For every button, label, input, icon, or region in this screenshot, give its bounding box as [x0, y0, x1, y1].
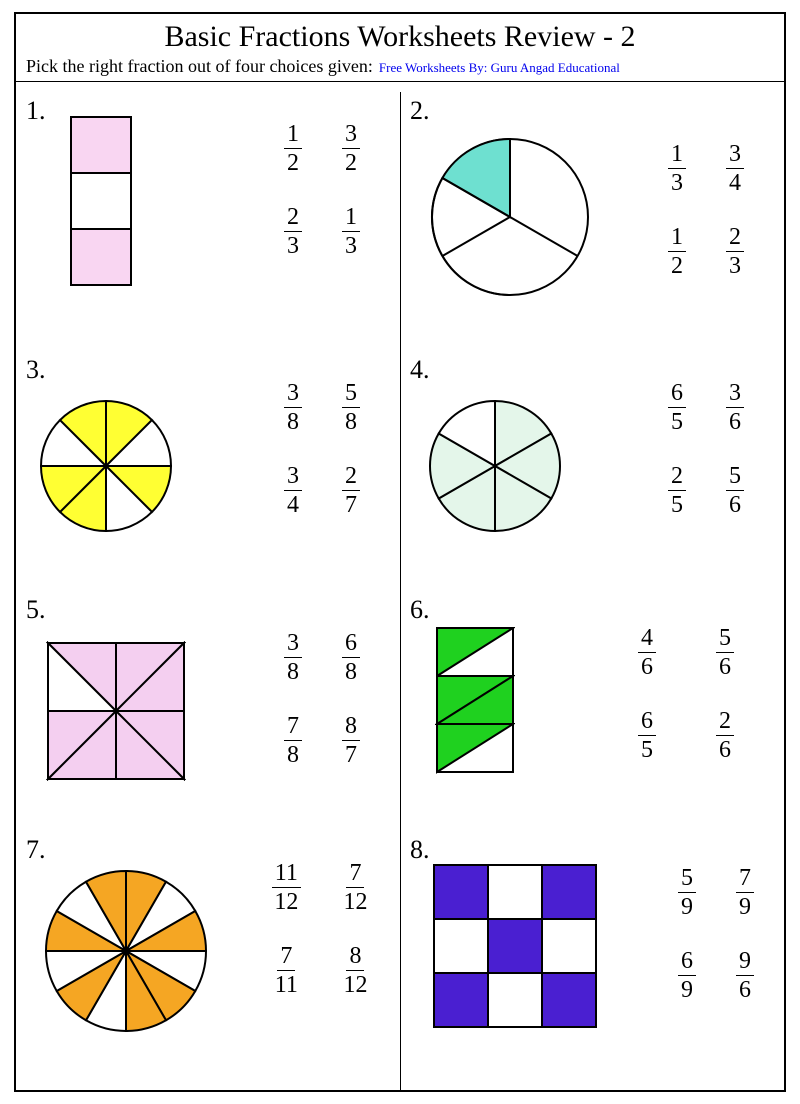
choice[interactable]: 38 [284, 381, 302, 434]
q7-shape [41, 866, 211, 1041]
choice[interactable]: 13 [668, 142, 686, 195]
choice[interactable]: 26 [716, 709, 734, 762]
choice[interactable]: 68 [342, 631, 360, 684]
q7-choices: 1112 712 711 812 [272, 861, 370, 997]
question-6: 6. 46 56 65 26 [400, 591, 784, 831]
choice[interactable]: 23 [726, 225, 744, 278]
question-number: 3. [26, 355, 46, 385]
q2-shape [425, 132, 595, 307]
choice[interactable]: 712 [341, 861, 370, 914]
choice[interactable]: 87 [342, 714, 360, 767]
question-8: 8. 59 79 69 96 [400, 831, 784, 1090]
question-7: 7. 1112 712 711 812 [16, 831, 400, 1090]
choice[interactable]: 65 [668, 381, 686, 434]
question-1: 1. 12 32 23 13 [16, 92, 400, 351]
choice[interactable]: 812 [341, 944, 370, 997]
q6-shape [435, 626, 515, 781]
choice[interactable]: 25 [668, 464, 686, 517]
question-2: 2. 13 34 12 23 [400, 92, 784, 351]
question-number: 4. [410, 355, 430, 385]
choice[interactable]: 59 [678, 866, 696, 919]
q1-shape [66, 112, 136, 297]
instruction-text: Pick the right fraction out of four choi… [26, 56, 373, 77]
question-grid: 1. 12 32 23 13 2. [16, 92, 784, 1090]
choice[interactable]: 58 [342, 381, 360, 434]
choice[interactable]: 32 [342, 122, 360, 175]
instruction-line: Pick the right fraction out of four choi… [16, 56, 784, 81]
q3-shape [36, 396, 176, 541]
question-3: 3. 38 58 34 27 [16, 351, 400, 591]
question-number: 7. [26, 835, 46, 865]
worksheet-page: Basic Fractions Worksheets Review - 2 Pi… [0, 0, 800, 1104]
q5-shape [46, 641, 186, 786]
choice[interactable]: 12 [284, 122, 302, 175]
q2-choices: 13 34 12 23 [668, 142, 744, 278]
question-number: 6. [410, 595, 430, 625]
choice[interactable]: 46 [638, 626, 656, 679]
choice[interactable]: 56 [716, 626, 734, 679]
page-frame: Basic Fractions Worksheets Review - 2 Pi… [14, 12, 786, 1092]
q8-choices: 59 79 69 96 [678, 866, 754, 1002]
choice[interactable]: 13 [342, 205, 360, 258]
choice[interactable]: 78 [284, 714, 302, 767]
credit-text: Free Worksheets By: Guru Angad Education… [379, 60, 620, 76]
choice[interactable]: 34 [284, 464, 302, 517]
q1-choices: 12 32 23 13 [284, 122, 360, 258]
q4-choices: 65 36 25 56 [668, 381, 744, 517]
q3-choices: 38 58 34 27 [284, 381, 360, 517]
q6-choices: 46 56 65 26 [638, 626, 734, 762]
choice[interactable]: 79 [736, 866, 754, 919]
question-number: 1. [26, 96, 46, 126]
choice[interactable]: 23 [284, 205, 302, 258]
question-number: 8. [410, 835, 430, 865]
choice[interactable]: 96 [736, 949, 754, 1002]
choice[interactable]: 36 [726, 381, 744, 434]
choice[interactable]: 12 [668, 225, 686, 278]
choice[interactable]: 34 [726, 142, 744, 195]
question-number: 5. [26, 595, 46, 625]
choice[interactable]: 56 [726, 464, 744, 517]
choice[interactable]: 65 [638, 709, 656, 762]
q8-shape [430, 861, 600, 1036]
question-4: 4. 65 36 25 56 [400, 351, 784, 591]
choice[interactable]: 711 [272, 944, 301, 997]
question-number: 2. [410, 96, 430, 126]
question-5: 5. 38 68 [16, 591, 400, 831]
q5-choices: 38 68 78 87 [284, 631, 360, 767]
choice[interactable]: 1112 [272, 861, 301, 914]
choice[interactable]: 27 [342, 464, 360, 517]
choice[interactable]: 69 [678, 949, 696, 1002]
q4-shape [425, 396, 565, 541]
choice[interactable]: 38 [284, 631, 302, 684]
page-title: Basic Fractions Worksheets Review - 2 [16, 20, 784, 54]
header-divider [16, 81, 784, 82]
